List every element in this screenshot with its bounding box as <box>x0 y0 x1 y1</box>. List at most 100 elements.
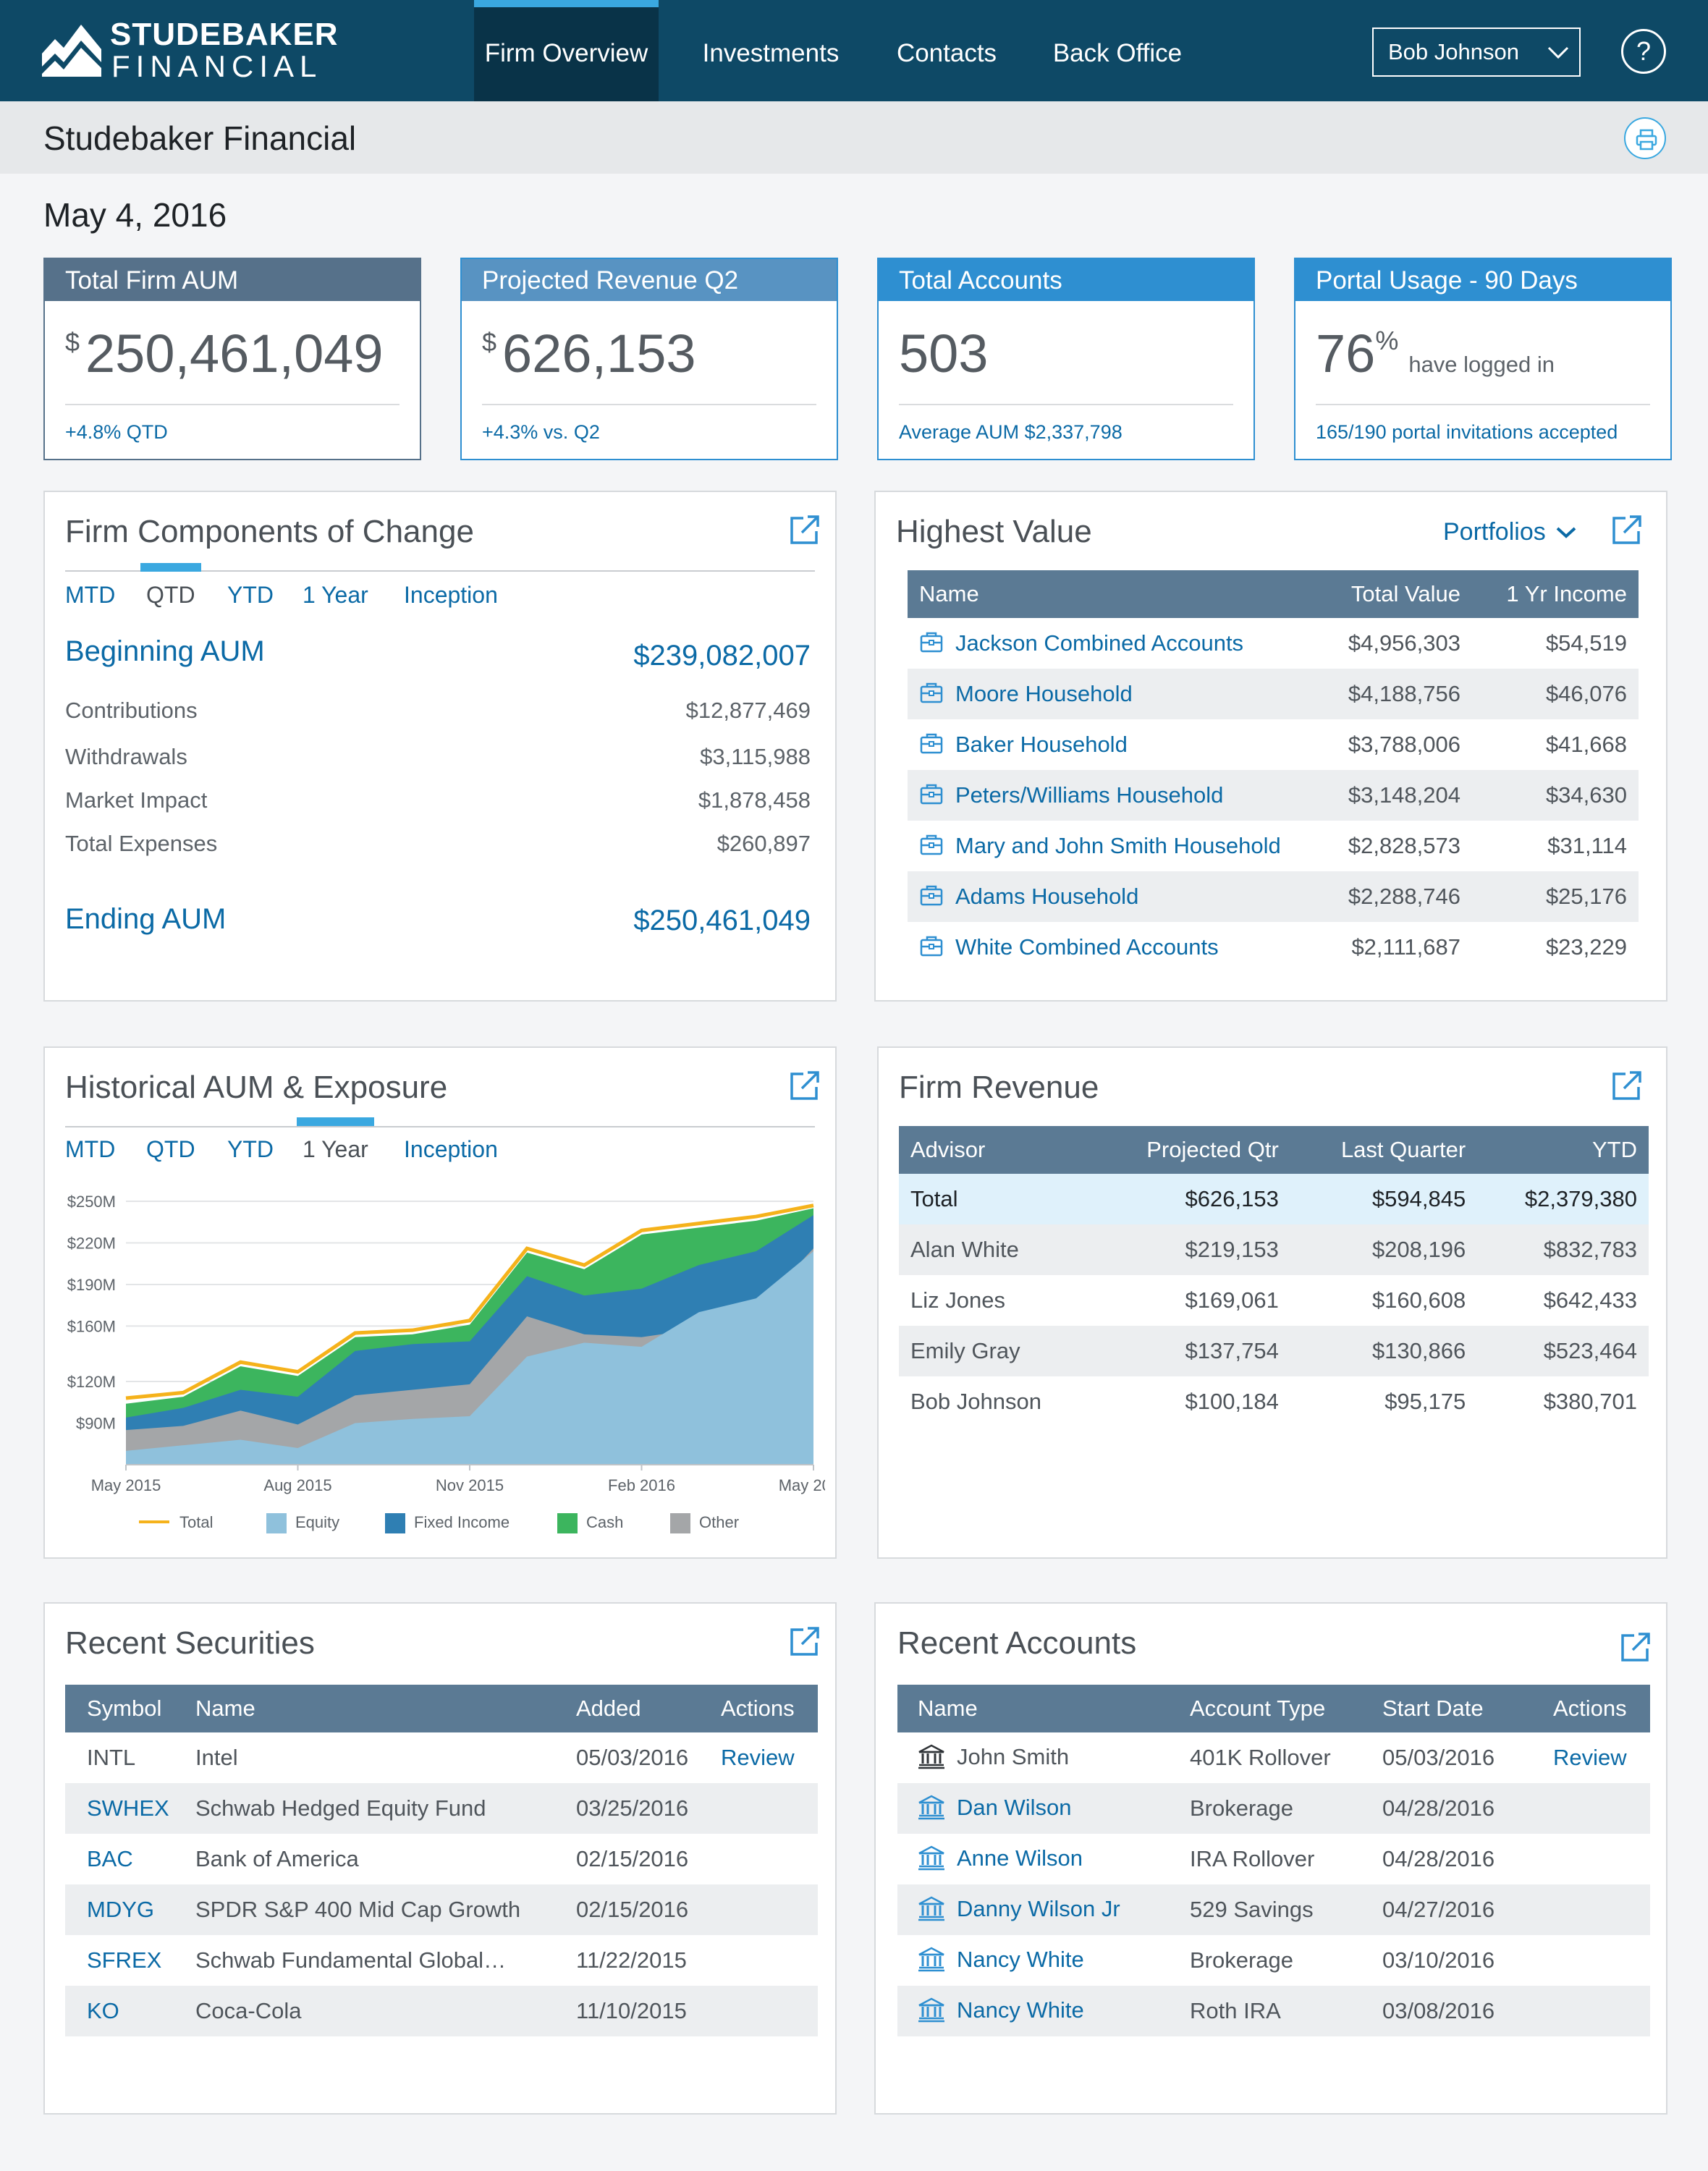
account-name[interactable]: Anne Wilson <box>957 1845 1083 1871</box>
review-link[interactable]: Review <box>1553 1745 1627 1770</box>
table-row[interactable]: Baker Household $3,788,006 $41,668 <box>908 719 1639 770</box>
legend-item-equity[interactable]: Equity <box>266 1513 339 1533</box>
symbol-cell[interactable]: SWHEX <box>65 1783 184 1834</box>
tab-ytd[interactable]: YTD <box>227 1136 274 1162</box>
help-button[interactable]: ? <box>1621 29 1666 74</box>
tab-ytd[interactable]: YTD <box>227 582 274 608</box>
column-header[interactable]: YTD <box>1477 1126 1649 1174</box>
portfolio-link[interactable]: Peters/Williams Household <box>955 782 1224 808</box>
symbol-cell[interactable]: BAC <box>87 1846 133 1871</box>
account-name-cell[interactable]: John Smith <box>897 1732 1178 1783</box>
account-name-cell[interactable]: Anne Wilson <box>897 1834 1178 1884</box>
legend-item-cash[interactable]: Cash <box>557 1513 623 1533</box>
table-row[interactable]: BAC Bank of America 02/15/2016 <box>65 1834 818 1884</box>
account-name-cell[interactable]: Dan Wilson <box>897 1783 1178 1834</box>
table-row[interactable]: MDYG SPDR S&P 400 Mid Cap Growth 02/15/201… <box>65 1884 818 1935</box>
table-row[interactable]: SFREX Schwab Fundamental Global… 11/22/201… <box>65 1935 818 1986</box>
tab-inception[interactable]: Inception <box>404 582 498 608</box>
table-row[interactable]: Adams Household $2,288,746 $25,176 <box>908 871 1639 922</box>
nav-tab-contacts[interactable]: Contacts <box>896 39 997 67</box>
account-name[interactable]: Dan Wilson <box>957 1795 1072 1821</box>
table-row[interactable]: Mary and John Smith Household $2,828,573 $… <box>908 821 1639 871</box>
portfolio-name-cell[interactable]: Moore Household <box>908 669 1335 719</box>
account-name-cell[interactable]: Nancy White <box>897 1986 1178 2036</box>
portfolio-name-cell[interactable]: Baker Household <box>908 719 1335 770</box>
table-row[interactable]: White Combined Accounts $2,111,687 $23,229 <box>908 922 1639 973</box>
table-row[interactable]: John Smith 401K Rollover 05/03/2016 Review <box>897 1732 1650 1783</box>
line-total[interactable] <box>125 1203 814 1400</box>
kpi-title: Projected Revenue Q2 <box>462 259 837 301</box>
tab-inception[interactable]: Inception <box>404 1136 498 1162</box>
tab-qtd[interactable]: QTD <box>140 563 201 609</box>
table-row[interactable]: Anne Wilson IRA Rollover 04/28/2016 <box>897 1834 1650 1884</box>
column-header[interactable]: Advisor <box>899 1126 1094 1174</box>
table-row[interactable]: KO Coca-Cola 11/10/2015 <box>65 1986 818 2036</box>
nav-tab-investments[interactable]: Investments <box>702 39 840 67</box>
table-row[interactable]: INTL Intel 05/03/2016 Review <box>65 1732 818 1783</box>
symbol-cell[interactable]: SFREX <box>87 1947 162 1973</box>
nav-tab-back-office[interactable]: Back Office <box>1052 39 1183 67</box>
external-link-icon[interactable] <box>789 1625 821 1657</box>
column-header[interactable]: Start Date <box>1371 1685 1542 1732</box>
external-link-icon[interactable] <box>1611 1070 1643 1101</box>
column-header[interactable]: Name <box>184 1685 565 1732</box>
account-name[interactable]: John Smith <box>957 1744 1070 1770</box>
account-name-cell[interactable]: Danny Wilson Jr <box>897 1884 1178 1935</box>
portfolio-name-cell[interactable]: Adams Household <box>908 871 1335 922</box>
external-link-icon[interactable] <box>1620 1631 1652 1663</box>
portfolio-link[interactable]: Mary and John Smith Household <box>955 832 1281 858</box>
column-header[interactable]: Symbol <box>65 1685 184 1732</box>
symbol-cell[interactable]: KO <box>65 1986 184 2036</box>
column-header[interactable]: Last Quarter <box>1290 1126 1478 1174</box>
area-equity[interactable] <box>126 1250 813 1465</box>
table-row[interactable]: Danny Wilson Jr 529 Savings 04/27/2016 <box>897 1884 1650 1935</box>
external-link-icon[interactable] <box>789 1070 821 1101</box>
table-row[interactable]: Nancy White Roth IRA 03/08/2016 <box>897 1986 1650 2036</box>
tab-mtd[interactable]: MTD <box>65 582 116 608</box>
tab-qtd[interactable]: QTD <box>146 1136 195 1162</box>
external-link-icon[interactable] <box>789 514 821 546</box>
portfolio-name-cell[interactable]: Peters/Williams Household <box>908 770 1335 821</box>
column-header[interactable]: Projected Qtr <box>1094 1126 1290 1174</box>
tab-mtd[interactable]: MTD <box>65 1136 116 1162</box>
account-name[interactable]: Nancy White <box>957 1947 1084 1973</box>
portfolio-name-cell[interactable]: Jackson Combined Accounts <box>908 618 1335 669</box>
portfolio-link[interactable]: Jackson Combined Accounts <box>955 630 1244 656</box>
column-header[interactable]: Actions <box>1542 1685 1650 1732</box>
portfolio-link[interactable]: Moore Household <box>955 680 1133 706</box>
portfolio-link[interactable]: White Combined Accounts <box>955 934 1219 960</box>
column-header[interactable]: 1 Yr Income <box>1472 570 1639 618</box>
table-row[interactable]: Nancy White Brokerage 03/10/2016 <box>897 1935 1650 1986</box>
portfolio-name-cell[interactable]: Mary and John Smith Household <box>908 821 1335 871</box>
table-row[interactable]: Jackson Combined Accounts $4,956,303 $54,5… <box>908 618 1639 669</box>
account-name[interactable]: Nancy White <box>957 1997 1084 2023</box>
nav-tab-firm-overview[interactable]: Firm Overview <box>474 0 659 101</box>
portfolio-link[interactable]: Baker Household <box>955 731 1128 757</box>
account-name[interactable]: Danny Wilson Jr <box>957 1896 1120 1922</box>
tab-1-year[interactable]: 1 Year <box>297 1117 374 1163</box>
portfolios-dropdown[interactable]: Portfolios <box>1443 518 1577 546</box>
portfolio-link[interactable]: Adams Household <box>955 883 1139 909</box>
column-header[interactable]: Account Type <box>1178 1685 1371 1732</box>
portfolio-name-cell[interactable]: White Combined Accounts <box>908 922 1335 973</box>
legend-item-other[interactable]: Other <box>670 1513 739 1533</box>
table-row[interactable]: SWHEX Schwab Hedged Equity Fund 03/25/2016 <box>65 1783 818 1834</box>
table-row[interactable]: Moore Household $4,188,756 $46,076 <box>908 669 1639 719</box>
table-row[interactable]: Peters/Williams Household $3,148,204 $34,6… <box>908 770 1639 821</box>
table-row[interactable]: Dan Wilson Brokerage 04/28/2016 <box>897 1783 1650 1834</box>
symbol-cell[interactable]: MDYG <box>65 1884 184 1935</box>
column-header[interactable]: Added <box>565 1685 709 1732</box>
column-header[interactable]: Total Value <box>1335 570 1472 618</box>
account-name-cell[interactable]: Nancy White <box>897 1935 1178 1986</box>
review-link[interactable]: Review <box>721 1745 795 1770</box>
tab-1-year[interactable]: 1 Year <box>303 582 368 608</box>
user-menu-select[interactable]: Bob Johnson <box>1372 27 1581 77</box>
legend-item-total[interactable]: Total <box>139 1513 213 1531</box>
legend-item-fixed-income[interactable]: Fixed Income <box>385 1513 510 1533</box>
print-button[interactable] <box>1624 117 1666 159</box>
column-header[interactable]: Actions <box>709 1685 818 1732</box>
brand-logo[interactable]: STUDEBAKER FINANCIAL <box>41 19 338 82</box>
column-header[interactable]: Name <box>897 1685 1178 1732</box>
external-link-icon[interactable] <box>1611 514 1643 546</box>
column-header[interactable]: Name <box>908 570 1335 618</box>
